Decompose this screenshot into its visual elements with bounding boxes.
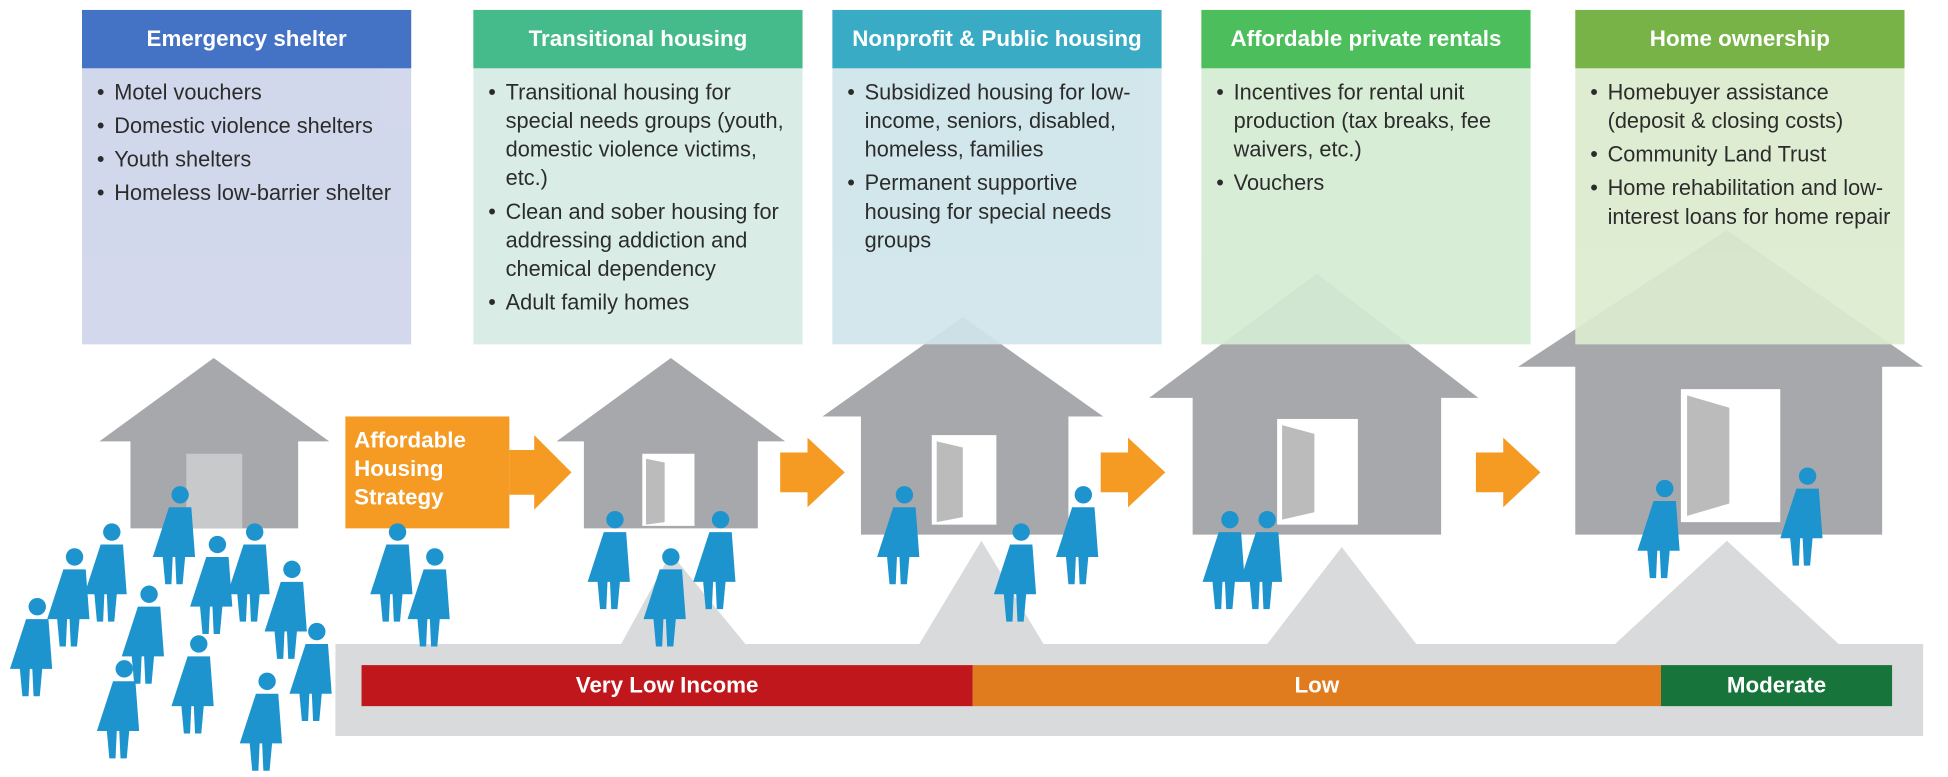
person — [28, 597, 46, 616]
column-title: Transitional housing — [473, 9, 803, 69]
income-label: Moderate — [1726, 672, 1827, 698]
person — [96, 681, 140, 759]
person — [643, 569, 686, 647]
item-list: Motel vouchers Domestic violence shelters… — [97, 78, 399, 207]
item: Motel vouchers — [97, 78, 399, 107]
person — [606, 510, 624, 529]
column: Home ownership Homebuyer assistance (depo… — [1575, 9, 1905, 345]
person — [289, 643, 332, 722]
column-body: Homebuyer assistance (deposit & closing … — [1575, 68, 1905, 345]
person — [877, 507, 920, 585]
item: Homebuyer assistance (deposit & closing … — [1590, 78, 1892, 135]
person — [1074, 486, 1093, 504]
strategy-label: Affordable Housing Strategy — [354, 427, 466, 510]
person — [103, 523, 121, 541]
item: Community Land Trust — [1590, 140, 1892, 169]
person — [140, 585, 158, 603]
person — [1221, 510, 1239, 529]
person — [190, 556, 233, 635]
column-title: Emergency shelter — [81, 9, 412, 69]
person — [1012, 523, 1030, 541]
person — [65, 548, 84, 566]
item: Clean and sober housing for addressing a… — [488, 198, 790, 284]
person — [711, 510, 730, 529]
item: Vouchers — [1216, 169, 1518, 198]
person — [370, 544, 413, 622]
column-body: Incentives for rental unit production (t… — [1201, 68, 1531, 345]
person — [190, 635, 208, 653]
person — [895, 486, 914, 504]
person — [239, 693, 283, 771]
doors — [186, 389, 1781, 529]
person — [1798, 467, 1817, 485]
person — [426, 548, 444, 566]
people — [9, 467, 1823, 771]
person — [308, 622, 326, 641]
person — [1258, 510, 1276, 529]
income-label: Low — [1294, 672, 1340, 698]
item: Incentives for rental unit production (t… — [1216, 78, 1518, 164]
column-body: Subsidized housing for low-income, senio… — [832, 68, 1162, 345]
person — [1239, 532, 1283, 610]
person — [693, 532, 736, 610]
person — [1202, 532, 1245, 610]
person — [245, 523, 264, 541]
column-body: Transitional housing for special needs g… — [473, 68, 803, 345]
item: Subsidized housing for low-income, senio… — [847, 78, 1149, 164]
person — [9, 619, 53, 697]
person — [1656, 479, 1674, 498]
person — [115, 660, 133, 678]
item: Youth shelters — [97, 145, 399, 174]
item-list: Incentives for rental unit production (t… — [1216, 78, 1518, 197]
item: Permanent supportive housing for special… — [847, 169, 1149, 255]
income-very-low — [361, 665, 973, 707]
person — [993, 544, 1037, 622]
income-label: Very Low Income — [575, 672, 759, 698]
column-title: Affordable private rentals — [1201, 9, 1531, 69]
person — [407, 569, 450, 647]
income-low — [972, 665, 1662, 707]
column-title: Nonprofit & Public housing — [832, 9, 1162, 69]
column: Nonprofit & Public housing Subsidized hou… — [832, 9, 1162, 345]
item: Adult family homes — [488, 288, 790, 317]
item: Transitional housing for special needs g… — [488, 78, 790, 192]
person — [388, 523, 407, 541]
column-title: Home ownership — [1575, 9, 1905, 69]
column: Affordable private rentals Incentives for… — [1201, 9, 1531, 345]
arrows — [345, 416, 1541, 529]
item: Domestic violence shelters — [97, 112, 399, 141]
income-moderate — [1661, 665, 1893, 707]
person — [152, 507, 196, 585]
person — [171, 486, 189, 504]
ground — [335, 540, 1924, 736]
person — [258, 672, 276, 690]
person — [1055, 507, 1099, 585]
person — [283, 560, 301, 579]
column: Transitional housing Transitional housing… — [473, 9, 803, 345]
person — [1780, 488, 1823, 566]
person — [264, 581, 307, 659]
person — [662, 548, 680, 566]
person — [84, 544, 127, 622]
item: Home rehabilitation and low-interest loa… — [1590, 174, 1892, 231]
column-body: Motel vouchers Domestic violence shelters… — [81, 68, 412, 345]
item-list: Homebuyer assistance (deposit & closing … — [1590, 78, 1892, 231]
person — [1637, 501, 1680, 579]
person — [121, 606, 164, 684]
column: Emergency shelter Motel vouchers Domestic … — [81, 9, 412, 345]
item-list: Transitional housing for special needs g… — [488, 78, 790, 317]
item: Homeless low-barrier shelter — [97, 179, 399, 208]
person — [587, 532, 630, 610]
item-list: Subsidized housing for low-income, senio… — [847, 78, 1149, 255]
person — [47, 569, 90, 647]
person — [171, 656, 214, 734]
person — [208, 535, 227, 554]
person — [227, 544, 270, 622]
